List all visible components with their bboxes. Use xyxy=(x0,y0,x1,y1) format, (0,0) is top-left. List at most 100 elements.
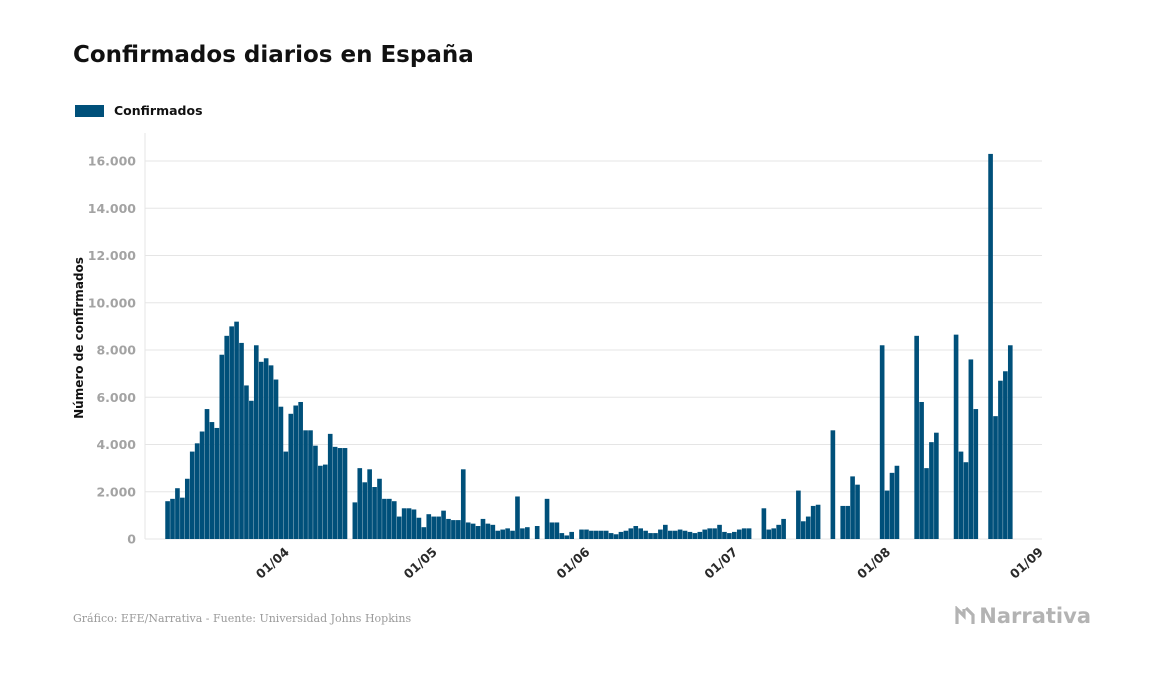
y-tick-label: 2.000 xyxy=(96,484,136,499)
bar xyxy=(993,416,998,539)
x-tick-label: 01/04 xyxy=(253,544,293,582)
bar xyxy=(677,529,683,539)
bar xyxy=(894,465,900,539)
bar xyxy=(426,514,432,539)
bar xyxy=(598,530,604,539)
x-tick-label: 01/06 xyxy=(553,544,593,582)
bar xyxy=(387,498,392,539)
bar xyxy=(643,530,648,539)
bar xyxy=(505,528,510,539)
bar xyxy=(884,490,890,539)
bar xyxy=(717,524,722,540)
bar xyxy=(495,530,501,539)
bar xyxy=(175,488,180,539)
bar xyxy=(485,523,491,539)
bar xyxy=(382,498,387,539)
bar xyxy=(840,505,846,540)
bar xyxy=(313,445,318,539)
bar xyxy=(584,529,589,539)
bar xyxy=(741,528,747,539)
bar xyxy=(273,379,279,539)
x-tick-label: 01/05 xyxy=(401,544,440,581)
bar xyxy=(988,153,993,539)
bar xyxy=(914,335,919,539)
bar xyxy=(480,518,486,539)
bar xyxy=(830,430,836,539)
bar xyxy=(998,380,1003,539)
bar xyxy=(667,530,673,539)
bar xyxy=(332,446,338,539)
bar xyxy=(465,522,471,539)
bar xyxy=(648,533,653,539)
bar xyxy=(357,468,363,540)
bar xyxy=(318,465,323,539)
bar xyxy=(352,502,358,539)
bar xyxy=(658,529,663,539)
bar xyxy=(431,516,437,539)
bar xyxy=(628,528,634,539)
bar xyxy=(579,529,584,539)
bar xyxy=(924,468,929,540)
bar xyxy=(406,508,412,539)
legend: Confirmados xyxy=(75,103,203,118)
x-tick-label: 01/08 xyxy=(854,544,893,581)
bar xyxy=(224,335,230,539)
bar xyxy=(697,531,703,539)
bar xyxy=(367,469,372,539)
bar xyxy=(209,422,215,539)
bar xyxy=(184,478,190,539)
bar xyxy=(490,524,496,540)
y-tick-label: 0 xyxy=(127,532,136,547)
bar xyxy=(653,533,658,539)
bar xyxy=(919,401,924,540)
y-tick-label: 8.000 xyxy=(96,343,136,358)
bar xyxy=(253,345,259,539)
bar xyxy=(520,528,525,539)
bar xyxy=(638,528,643,539)
bar xyxy=(569,531,574,539)
bar xyxy=(268,365,274,539)
y-tick-label: 14.000 xyxy=(88,201,137,216)
brand-name: Narrativa xyxy=(979,604,1091,628)
bar xyxy=(771,528,777,539)
bar xyxy=(283,451,289,539)
bar xyxy=(564,535,570,539)
bar xyxy=(239,342,244,539)
bar xyxy=(278,406,284,539)
bar xyxy=(298,401,303,540)
bar xyxy=(702,529,708,539)
bar xyxy=(800,521,806,539)
bar xyxy=(608,533,614,539)
bar xyxy=(377,478,382,539)
x-tick-label: 01/07 xyxy=(701,544,740,581)
bar xyxy=(850,476,855,539)
bar xyxy=(613,534,619,539)
bar xyxy=(707,528,712,539)
bar xyxy=(441,510,446,539)
bar xyxy=(342,448,348,539)
bar xyxy=(682,530,688,539)
bar xyxy=(391,501,397,539)
bar xyxy=(687,531,693,539)
bar xyxy=(421,527,427,539)
bar xyxy=(1003,371,1008,539)
bar xyxy=(776,524,781,540)
bar xyxy=(456,520,461,539)
bar xyxy=(722,531,727,539)
bar xyxy=(293,405,299,539)
bar xyxy=(1007,345,1013,539)
y-tick-label: 6.000 xyxy=(96,390,136,405)
bar xyxy=(263,358,269,539)
brand-logo: Narrativa xyxy=(955,604,1091,628)
bar xyxy=(623,530,629,539)
bar xyxy=(958,451,964,539)
bar xyxy=(761,508,767,539)
bar xyxy=(362,482,368,539)
bars xyxy=(165,153,1013,540)
bar xyxy=(603,530,609,539)
bar xyxy=(815,504,821,539)
bar xyxy=(244,385,249,539)
bar xyxy=(554,522,560,539)
bar xyxy=(165,501,170,539)
